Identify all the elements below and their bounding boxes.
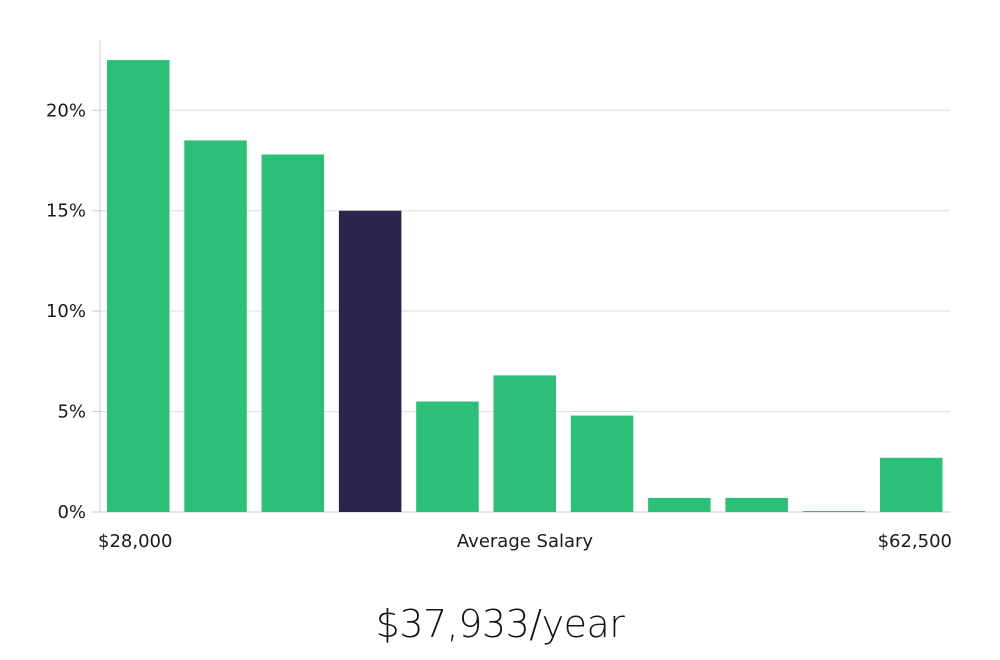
- bar: [648, 497, 711, 512]
- x-min-label: $28,000: [98, 531, 172, 552]
- y-tick-labels: 0% 5% 10% 15% 20%: [46, 100, 86, 523]
- x-max-label: $62,500: [878, 531, 952, 552]
- bar: [416, 401, 479, 512]
- y-tick-label: 15%: [46, 201, 86, 222]
- y-tick-label: 0%: [57, 502, 86, 523]
- bar: [725, 497, 788, 512]
- x-axis-labels: $28,000 Average Salary $62,500: [98, 531, 952, 552]
- bar: [184, 140, 247, 512]
- salary-histogram-chart: 0% 5% 10% 15% 20% $28,000 Average Salary $62…: [46, 40, 952, 552]
- bar: [880, 457, 943, 512]
- bar: [570, 415, 634, 512]
- y-tick-label: 20%: [46, 100, 86, 121]
- bar-highlighted: [338, 210, 402, 512]
- y-tick-label: 10%: [46, 301, 86, 322]
- y-tick-label: 5%: [57, 402, 86, 423]
- bar: [493, 375, 556, 512]
- bar: [261, 154, 325, 512]
- x-axis-title: Average Salary: [457, 531, 594, 552]
- bar: [107, 60, 170, 512]
- average-salary-headline: $37,933/year: [375, 602, 625, 646]
- bar: [802, 511, 866, 512]
- bars: [107, 60, 943, 512]
